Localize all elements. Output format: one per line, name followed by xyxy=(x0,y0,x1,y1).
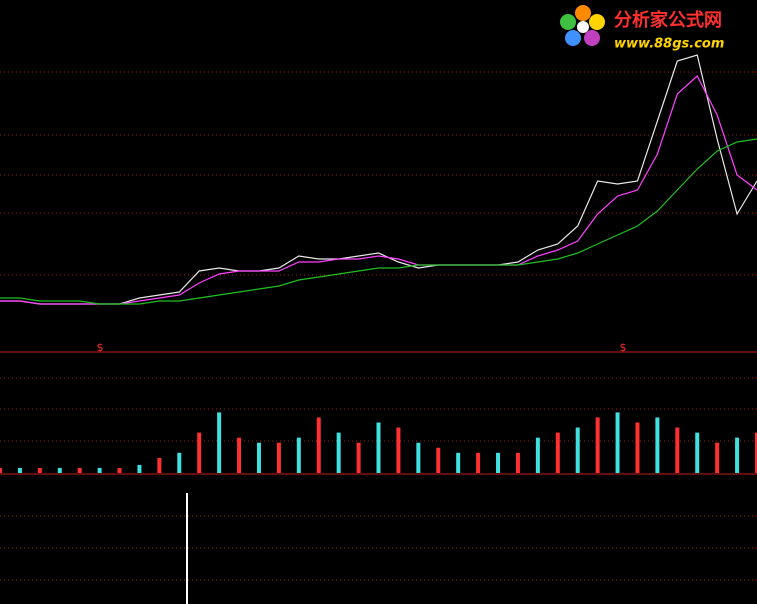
logo: 分析家公式网 www.88gs.com xyxy=(560,5,724,52)
signal-marker: $ xyxy=(620,341,627,354)
volume-bar xyxy=(675,427,680,473)
volume-bar xyxy=(595,417,600,473)
volume-bar xyxy=(17,467,22,473)
volume-bar xyxy=(197,432,202,473)
volume-bar xyxy=(655,417,660,473)
volume-bar xyxy=(57,467,62,473)
price-line xyxy=(0,54,757,305)
volume-bar xyxy=(37,467,42,473)
logo-center xyxy=(577,21,589,33)
volume-bar xyxy=(137,464,142,473)
volume-bar xyxy=(396,427,401,473)
volume-bar xyxy=(456,452,461,473)
logo-petal xyxy=(575,5,591,21)
volume-bar xyxy=(0,467,2,473)
volume-bar xyxy=(695,432,700,473)
volume-bar xyxy=(237,437,242,473)
volume-bar xyxy=(177,452,182,473)
volume-bar xyxy=(117,467,122,473)
price-line xyxy=(0,75,757,305)
volume-bar xyxy=(535,437,540,473)
volume-bar xyxy=(715,442,720,473)
volume-bar xyxy=(97,467,102,473)
logo-petal xyxy=(589,14,605,30)
logo-url: www.88gs.com xyxy=(614,37,724,52)
grid xyxy=(0,71,757,581)
volume-bar xyxy=(336,432,341,473)
volume-bar xyxy=(416,442,421,473)
volume-bar xyxy=(296,437,301,473)
volume-bar xyxy=(436,447,441,473)
signal-marker: $ xyxy=(97,341,104,354)
volume-bar xyxy=(496,452,501,473)
logo-title: 分析家公式网 xyxy=(614,9,722,31)
volume-bar xyxy=(555,432,560,473)
volume-bar xyxy=(615,412,620,473)
logo-petal xyxy=(584,30,600,46)
logo-petal xyxy=(560,14,576,30)
volume-bar xyxy=(515,452,520,473)
price-line xyxy=(0,138,757,305)
volume-bar xyxy=(276,442,281,473)
volume-bar xyxy=(256,442,261,473)
volume-bar xyxy=(476,452,481,473)
volume-bar xyxy=(635,422,640,473)
volume-bar xyxy=(755,432,757,473)
volume-bar xyxy=(356,442,361,473)
volume-bar xyxy=(735,437,740,473)
logo-petal xyxy=(565,30,581,46)
volume-bar xyxy=(157,457,162,473)
volume-bar xyxy=(316,417,321,473)
volume-bar xyxy=(575,427,580,473)
volume-bar xyxy=(376,422,381,473)
volume-bar xyxy=(77,467,82,473)
volume-bar xyxy=(217,412,222,473)
